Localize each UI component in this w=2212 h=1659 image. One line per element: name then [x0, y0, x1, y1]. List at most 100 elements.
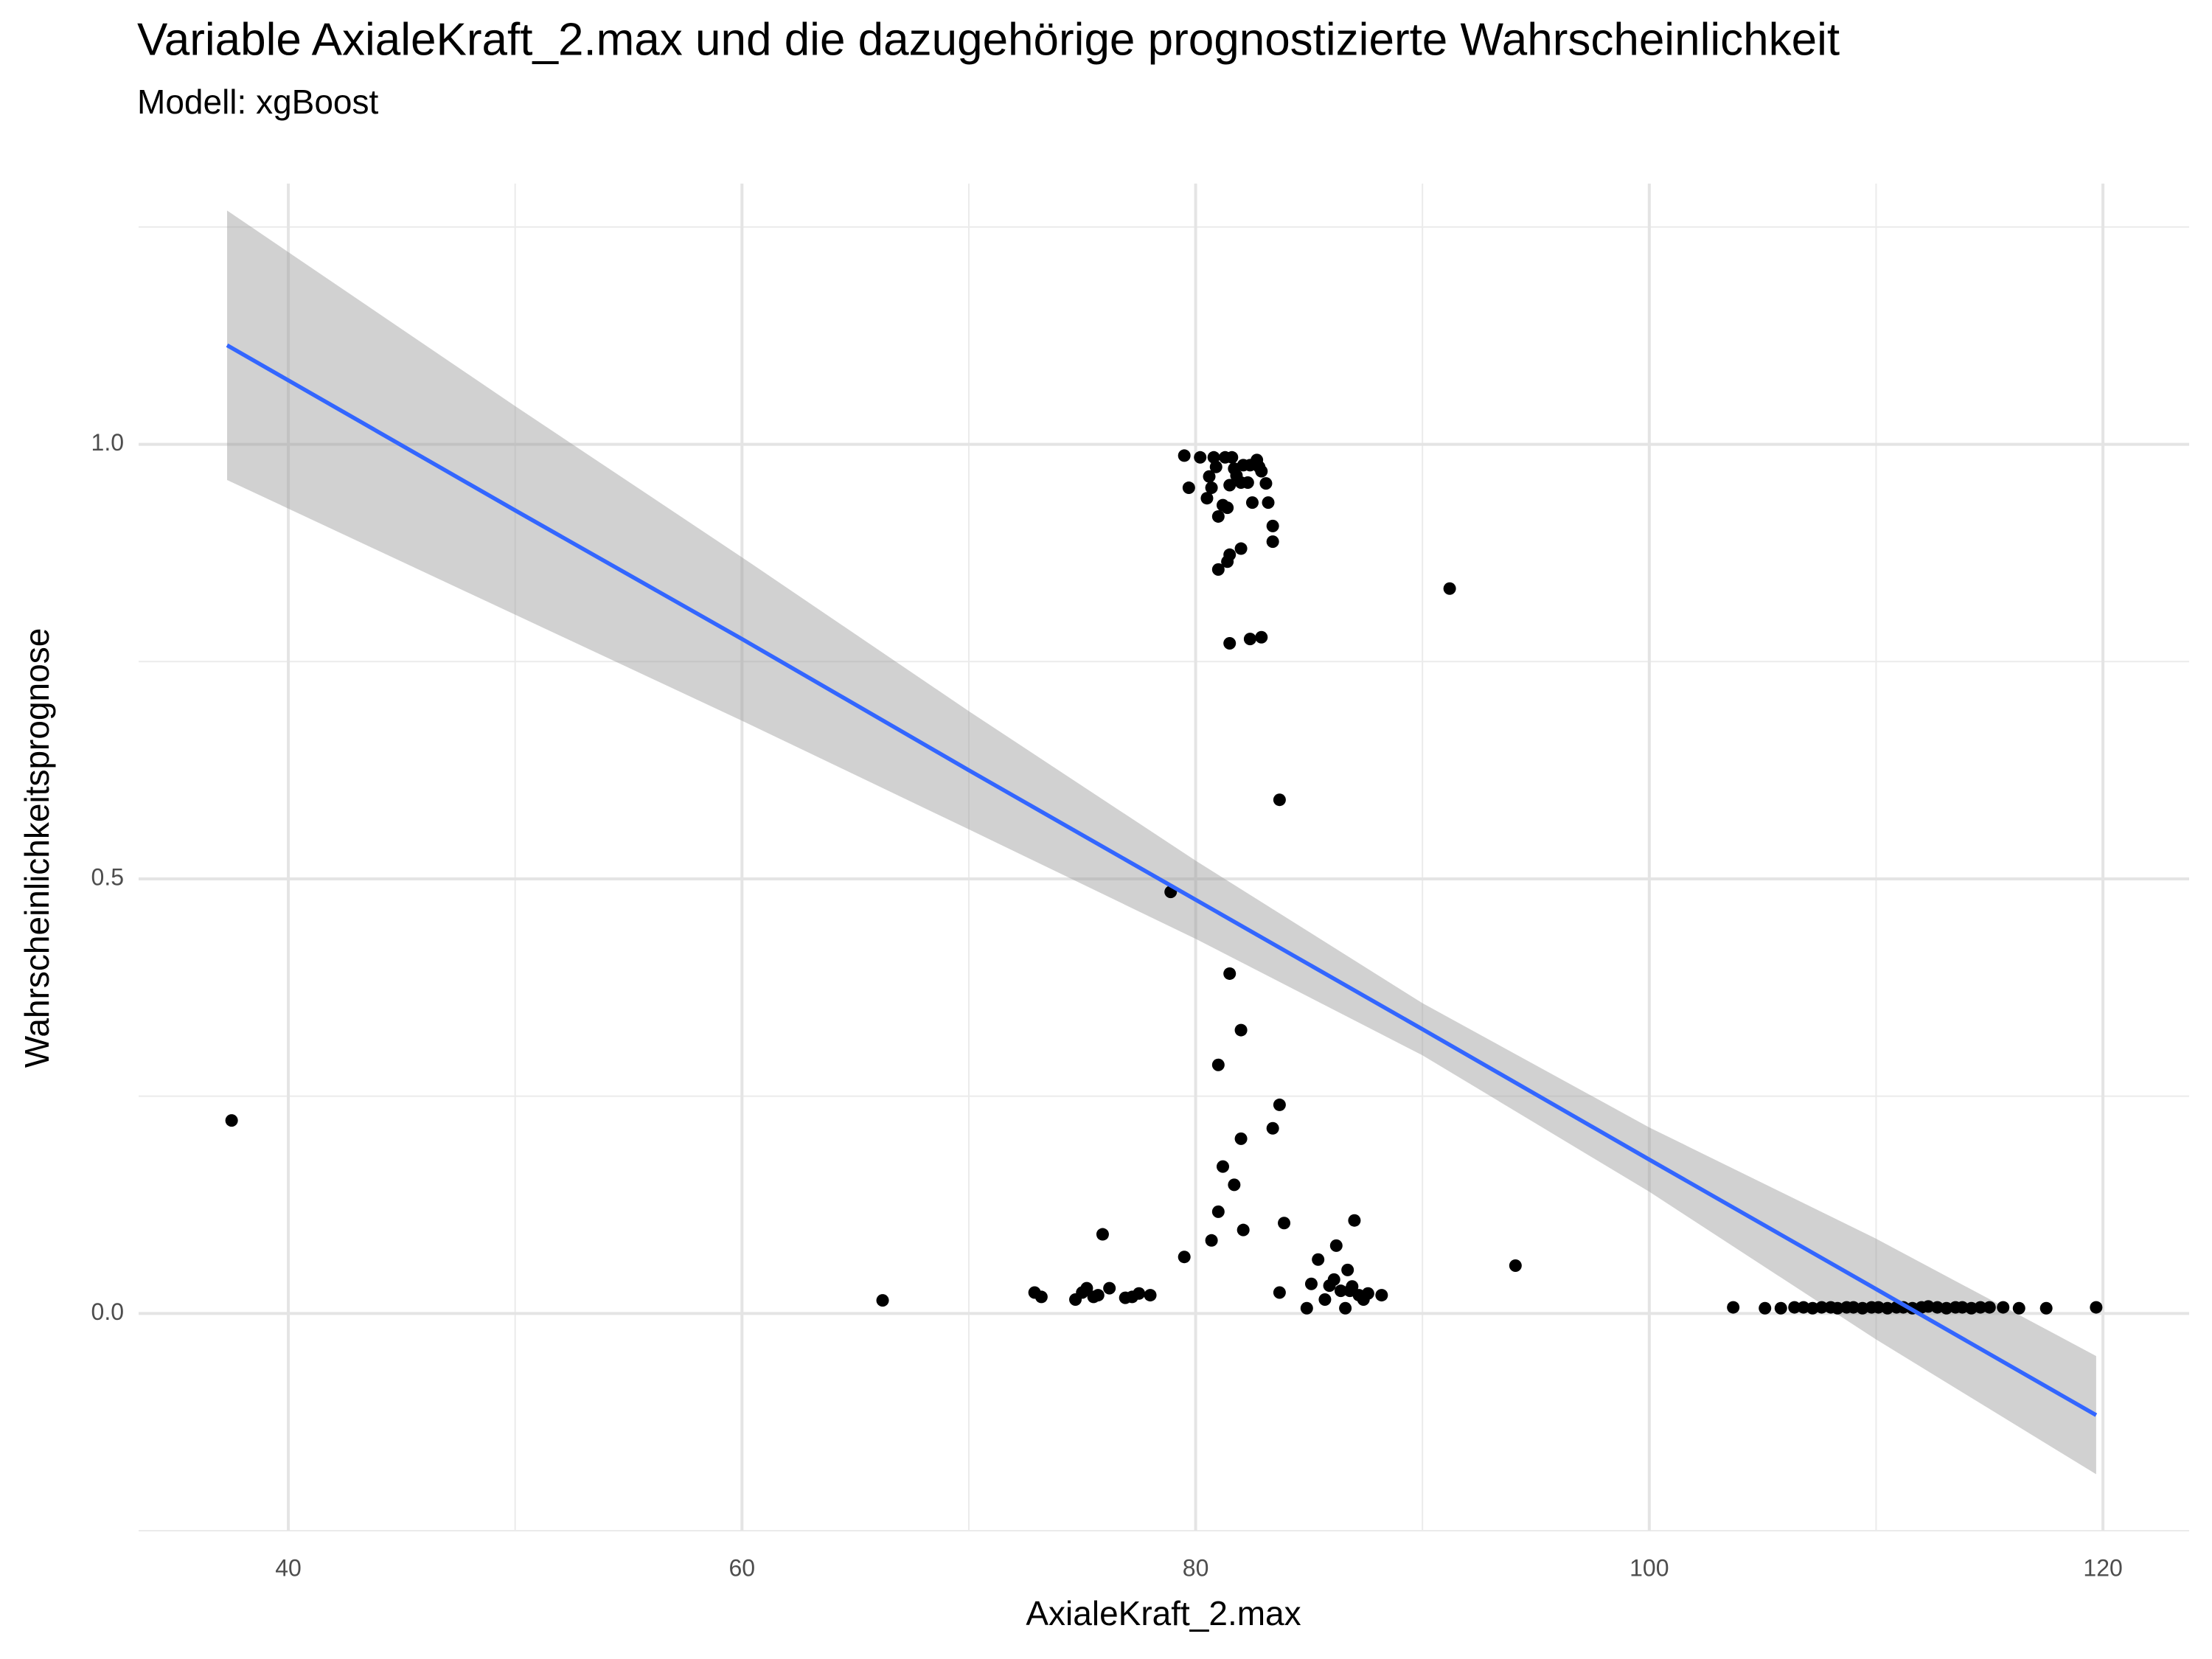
data-point — [1983, 1301, 1996, 1314]
data-point — [1205, 1234, 1218, 1247]
x-axis-title: AxialeKraft_2.max — [1026, 1594, 1301, 1632]
data-point — [2012, 1301, 2025, 1315]
y-axis-title: Wahrscheinlichkeitsprognose — [18, 628, 56, 1068]
data-point — [1259, 477, 1273, 490]
data-point — [1234, 1132, 1248, 1145]
data-point — [1329, 1239, 1343, 1252]
data-point — [1997, 1301, 2010, 1314]
data-point — [2039, 1301, 2053, 1315]
data-point — [1273, 793, 1286, 807]
x-tick-label: 40 — [275, 1554, 302, 1581]
data-point — [1339, 1301, 1352, 1315]
x-tick-label: 60 — [729, 1554, 756, 1581]
data-point — [1300, 1301, 1313, 1315]
chart-subtitle: Modell: xgBoost — [137, 83, 378, 121]
data-point — [1255, 630, 1268, 644]
data-point — [1815, 1301, 1829, 1314]
data-point — [1237, 1223, 1250, 1237]
data-point — [1243, 633, 1256, 646]
data-point — [1334, 1284, 1347, 1298]
data-point — [1955, 1301, 1969, 1314]
data-point — [1211, 509, 1225, 523]
x-tick-label: 80 — [1183, 1554, 1209, 1581]
grid: 40 60 80 100 120 0.0 0.5 1.0 — [91, 184, 2189, 1581]
data-point — [1806, 1301, 1819, 1315]
data-point — [1327, 1273, 1340, 1286]
data-point — [1304, 1277, 1318, 1290]
data-point — [1727, 1301, 1740, 1314]
data-point — [1788, 1301, 1801, 1314]
data-point — [1096, 1228, 1109, 1241]
data-point — [1266, 519, 1279, 532]
data-point — [1346, 1280, 1359, 1293]
data-point — [1211, 1205, 1225, 1218]
data-point — [1774, 1301, 1787, 1315]
data-point — [1182, 481, 1195, 495]
data-point — [1103, 1281, 1116, 1295]
data-point — [1318, 1293, 1332, 1306]
data-point — [1241, 476, 1254, 489]
data-point — [1974, 1301, 1987, 1314]
data-point — [1225, 451, 1239, 464]
data-point — [1341, 1263, 1354, 1276]
data-point — [1211, 563, 1225, 576]
data-point — [1200, 492, 1214, 505]
data-point — [1080, 1281, 1093, 1295]
regression-line — [226, 343, 2098, 1417]
data-point — [1207, 451, 1220, 464]
data-point — [1234, 542, 1248, 555]
data-point — [1443, 582, 1456, 595]
data-point — [1223, 479, 1237, 492]
y-tick-label: 0.5 — [91, 863, 124, 890]
data-point — [225, 1114, 238, 1127]
data-point — [1091, 1289, 1105, 1302]
data-point — [1255, 465, 1268, 478]
plot-area — [225, 210, 2103, 1475]
data-point — [1262, 496, 1275, 509]
data-point — [1312, 1253, 1325, 1266]
y-tick-label: 0.0 — [91, 1298, 124, 1325]
data-point — [1759, 1301, 1772, 1315]
data-point — [1216, 1160, 1229, 1173]
x-tick-label: 100 — [1630, 1554, 1669, 1581]
data-point — [1931, 1301, 1944, 1314]
data-point — [1872, 1301, 1885, 1314]
data-point — [1273, 1286, 1286, 1299]
data-point — [1211, 1058, 1225, 1071]
data-point — [1921, 1300, 1935, 1313]
data-point — [1223, 967, 1237, 980]
data-point — [1203, 470, 1216, 483]
data-point — [1144, 1289, 1157, 1302]
data-point — [1234, 1023, 1248, 1037]
data-point — [876, 1294, 889, 1307]
data-point — [1133, 1287, 1146, 1300]
data-point — [1856, 1301, 1869, 1315]
data-point — [1178, 449, 1191, 462]
y-tick-label: 1.0 — [91, 429, 124, 456]
data-point — [1348, 1214, 1361, 1227]
chart-title: Variable AxialeKraft_2.max und die dazug… — [137, 14, 1840, 65]
data-point — [1178, 1251, 1191, 1264]
confidence-band — [226, 210, 2096, 1475]
data-point — [1881, 1301, 1894, 1315]
x-tick-label: 120 — [2083, 1554, 2122, 1581]
data-point — [2090, 1301, 2103, 1314]
data-point — [1228, 1178, 1241, 1192]
data-point — [1205, 481, 1218, 495]
data-point — [1278, 1217, 1291, 1230]
data-point — [1847, 1301, 1860, 1314]
data-point — [1797, 1301, 1810, 1314]
data-point — [1940, 1301, 1953, 1315]
data-point — [1223, 637, 1237, 650]
data-point — [1221, 501, 1234, 515]
data-point — [1034, 1290, 1048, 1304]
data-point — [1209, 460, 1222, 473]
data-point — [1194, 451, 1207, 464]
data-point — [1831, 1301, 1844, 1315]
data-point — [1375, 1289, 1388, 1302]
data-point — [1245, 496, 1259, 509]
data-point — [1965, 1301, 1978, 1315]
data-point — [1223, 548, 1237, 561]
data-point — [1509, 1259, 1522, 1272]
